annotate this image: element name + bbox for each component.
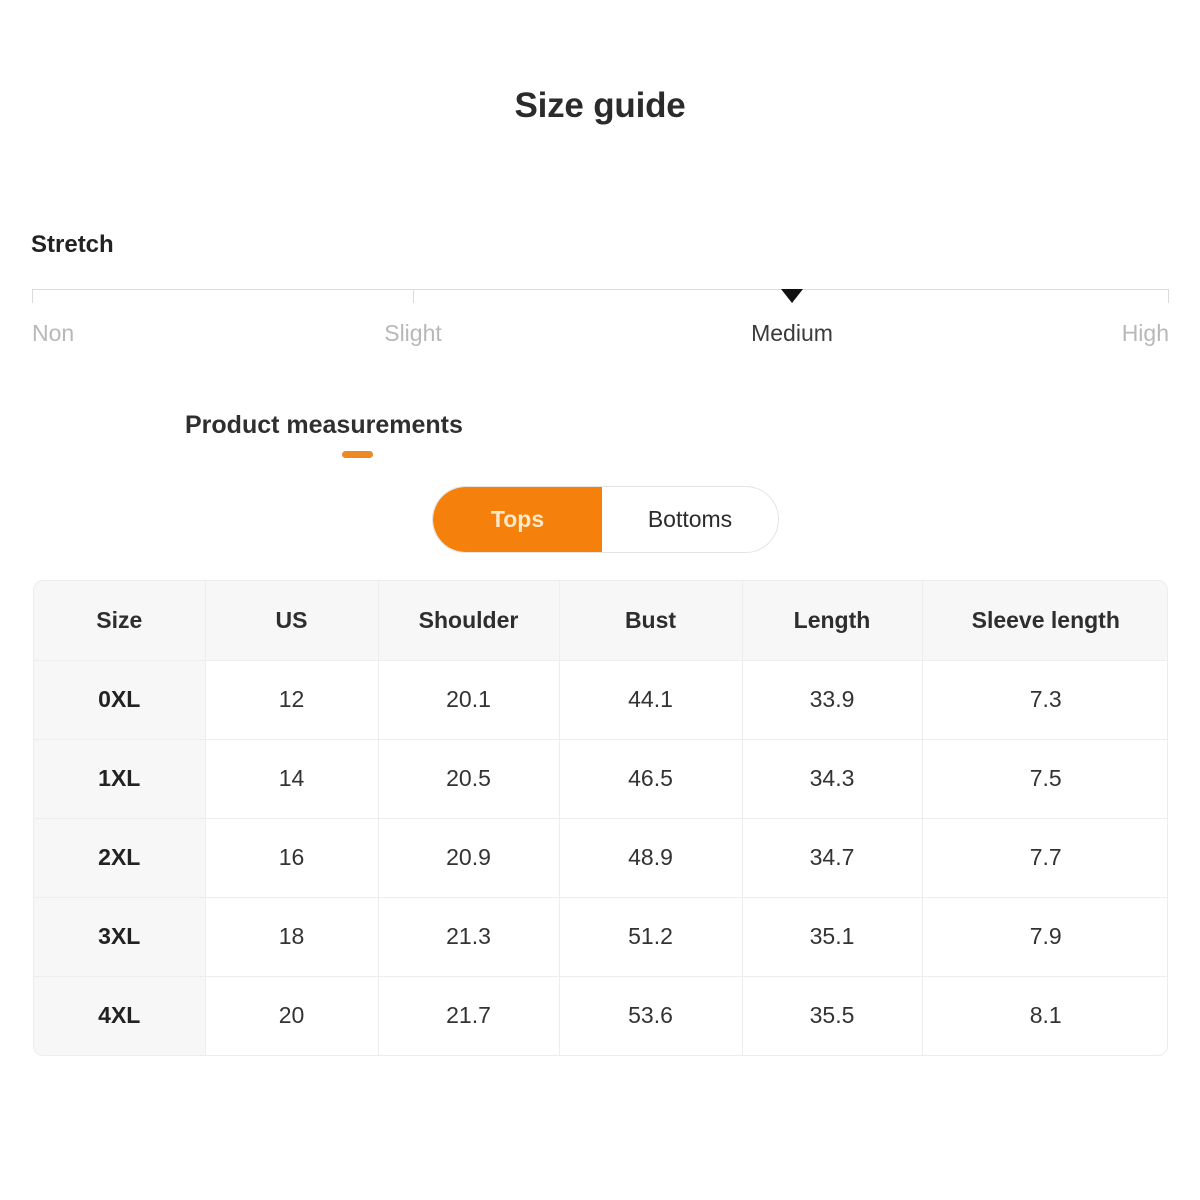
table-row: 0XL 12 20.1 44.1 33.9 7.3 <box>34 660 1167 740</box>
toggle-option-tops[interactable]: Tops <box>433 487 602 552</box>
cell-us: 16 <box>205 818 379 898</box>
cell-length: 35.1 <box>742 897 923 977</box>
cell-bust: 44.1 <box>559 660 743 740</box>
stretch-scale-line <box>32 289 1169 290</box>
size-table: Size US Shoulder Bust Length Sleeve leng… <box>34 581 1167 1055</box>
toggle-option-bottoms[interactable]: Bottoms <box>647 506 733 532</box>
table-row: 1XL 14 20.5 46.5 34.3 7.5 <box>34 739 1167 819</box>
cell-length: 34.3 <box>742 739 923 819</box>
stretch-level-high[interactable]: High <box>1121 320 1169 346</box>
cell-us: 18 <box>205 897 379 977</box>
cell-shoulder: 21.3 <box>378 897 560 977</box>
cell-bust: 46.5 <box>559 739 743 819</box>
stretch-tick-non <box>32 289 33 303</box>
stretch-tick-high <box>1168 289 1169 303</box>
size-table-body: 0XL 12 20.1 44.1 33.9 7.3 1XL 14 20.5 46… <box>34 660 1167 1055</box>
column-header-bust: Bust <box>559 581 743 661</box>
cell-length: 35.5 <box>742 976 923 1055</box>
cell-size: 0XL <box>34 660 206 740</box>
stretch-scale-labels: Non Slight Medium High <box>32 320 1169 354</box>
cell-shoulder: 21.7 <box>378 976 560 1055</box>
page-title: Size guide <box>514 86 686 125</box>
cell-shoulder: 20.1 <box>378 660 560 740</box>
table-header-row: Size US Shoulder Bust Length Sleeve leng… <box>34 581 1167 661</box>
size-table-container: Size US Shoulder Bust Length Sleeve leng… <box>33 580 1168 1056</box>
cell-bust: 48.9 <box>559 818 743 898</box>
stretch-tick-slight <box>413 289 414 303</box>
table-row: 3XL 18 21.3 51.2 35.1 7.9 <box>34 897 1167 977</box>
triangle-down-marker-icon <box>781 289 803 303</box>
stretch-level-medium[interactable]: Medium <box>751 320 833 346</box>
cell-sleeve: 8.1 <box>1029 1002 1062 1029</box>
size-table-head: Size US Shoulder Bust Length Sleeve leng… <box>34 581 1167 661</box>
table-row: 2XL 16 20.9 48.9 34.7 7.7 <box>34 818 1167 898</box>
stretch-scale <box>32 289 1169 305</box>
cell-sleeve: 7.3 <box>922 660 1167 740</box>
cell-length: 33.9 <box>742 660 923 740</box>
product-measurements-heading: Product measurements <box>185 411 463 439</box>
cell-size: 1XL <box>34 739 206 819</box>
product-measurements-underline <box>342 451 373 458</box>
cell-size: 2XL <box>34 818 206 898</box>
stretch-section-label: Stretch <box>31 231 114 258</box>
cell-us: 20 <box>205 976 379 1055</box>
column-header-size: Size <box>34 581 206 661</box>
table-row: 4XL 20 21.7 53.6 35.5 8.1 <box>34 976 1167 1055</box>
column-header-us: US <box>205 581 379 661</box>
cell-shoulder: 20.5 <box>378 739 560 819</box>
cell-us: 14 <box>205 739 379 819</box>
cell-bust: 51.2 <box>559 897 743 977</box>
cell-sleeve: 7.7 <box>922 818 1167 898</box>
column-header-sleeve-length: Sleeve length <box>922 581 1167 661</box>
cell-sleeve: 7.9 <box>922 897 1167 977</box>
stretch-level-slight[interactable]: Slight <box>384 320 442 346</box>
cell-shoulder: 20.9 <box>378 818 560 898</box>
cell-us: 12 <box>205 660 379 740</box>
cell-length: 34.7 <box>742 818 923 898</box>
measurement-category-toggle[interactable]: Tops Bottoms <box>432 486 779 553</box>
stretch-level-non[interactable]: Non <box>32 320 75 346</box>
column-header-shoulder: Shoulder <box>378 581 560 661</box>
cell-size: 4XL <box>34 976 206 1055</box>
cell-bust: 53.6 <box>559 976 743 1055</box>
cell-sleeve: 7.5 <box>922 739 1167 819</box>
column-header-length: Length <box>742 581 923 661</box>
cell-size: 3XL <box>34 897 206 977</box>
